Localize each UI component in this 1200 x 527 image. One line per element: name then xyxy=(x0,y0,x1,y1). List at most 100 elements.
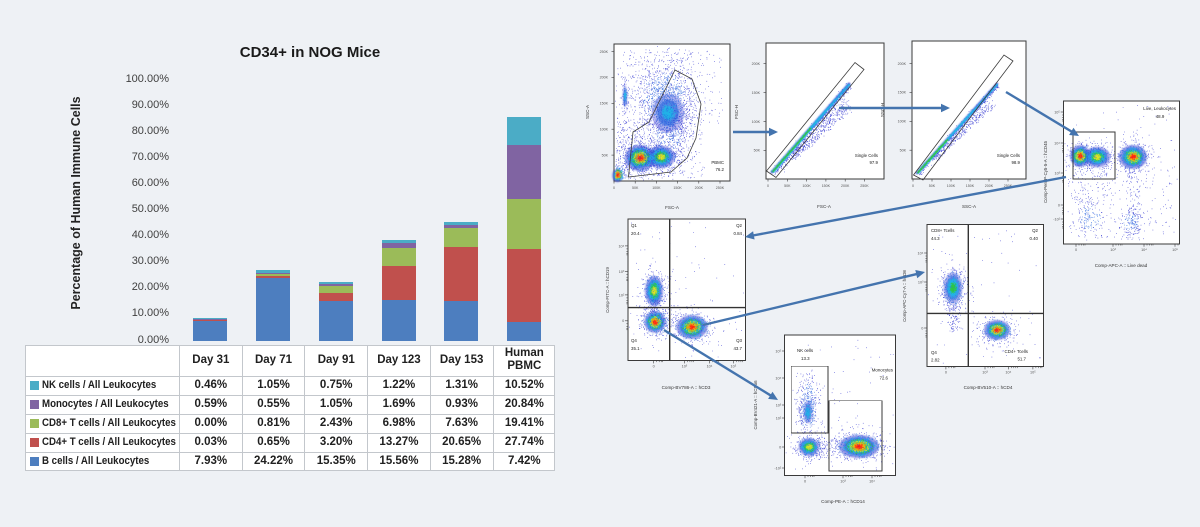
svg-text:0: 0 xyxy=(921,326,923,330)
svg-text:0: 0 xyxy=(779,445,781,449)
svg-text:150K: 150K xyxy=(600,102,609,106)
svg-text:150K: 150K xyxy=(822,184,831,188)
svg-text:10⁴: 10⁴ xyxy=(1141,248,1147,252)
svg-text:150K: 150K xyxy=(752,91,761,95)
svg-text:98.9: 98.9 xyxy=(1011,160,1020,165)
svg-text:100K: 100K xyxy=(898,120,907,124)
svg-text:10⁵: 10⁵ xyxy=(775,349,781,353)
svg-text:FSC-A: FSC-A xyxy=(665,205,680,210)
svg-text:-10²: -10² xyxy=(1053,217,1060,221)
svg-text:200K: 200K xyxy=(985,184,994,188)
svg-text:Comp-APC-A :: Live dead: Comp-APC-A :: Live dead xyxy=(1095,263,1148,268)
svg-text:0: 0 xyxy=(945,371,947,375)
svg-text:100K: 100K xyxy=(752,120,761,124)
svg-text:50K: 50K xyxy=(632,186,639,190)
svg-text:SSC-H: SSC-H xyxy=(880,103,885,117)
svg-text:Single Cells: Single Cells xyxy=(855,153,879,158)
svg-text:200K: 200K xyxy=(600,76,609,80)
svg-text:250K: 250K xyxy=(600,50,609,54)
svg-text:10²: 10² xyxy=(619,293,625,297)
svg-text:CD4+ Tcells: CD4+ Tcells xyxy=(1005,349,1029,354)
svg-text:200K: 200K xyxy=(695,186,704,190)
svg-text:FSC-H: FSC-H xyxy=(734,105,739,119)
svg-text:10⁵: 10⁵ xyxy=(1030,371,1036,375)
svg-text:76.2: 76.2 xyxy=(715,167,724,172)
svg-text:Comp-BV786-A :: hCD3: Comp-BV786-A :: hCD3 xyxy=(662,385,711,390)
svg-text:10⁴: 10⁴ xyxy=(1005,371,1011,375)
svg-text:10³: 10³ xyxy=(776,403,782,407)
svg-text:50K: 50K xyxy=(602,153,609,157)
svg-text:10³: 10³ xyxy=(918,280,924,284)
svg-text:100K: 100K xyxy=(802,184,811,188)
svg-text:50K: 50K xyxy=(929,184,936,188)
svg-text:250K: 250K xyxy=(716,186,725,190)
svg-text:FSC-A: FSC-A xyxy=(817,204,832,209)
svg-text:150K: 150K xyxy=(966,184,975,188)
svg-text:NK cells: NK cells xyxy=(797,348,814,353)
svg-text:150K: 150K xyxy=(673,186,682,190)
svg-text:10³: 10³ xyxy=(840,480,846,484)
svg-text:Q1: Q1 xyxy=(631,223,637,228)
svg-text:PBMC: PBMC xyxy=(711,160,724,165)
svg-text:2.82: 2.82 xyxy=(931,358,940,363)
svg-text:10⁴: 10⁴ xyxy=(775,376,781,380)
svg-text:Comp-BV510-A :: hCD4: Comp-BV510-A :: hCD4 xyxy=(964,385,1013,390)
svg-text:Comp-PE-A :: hCD14: Comp-PE-A :: hCD14 xyxy=(821,499,865,504)
svg-text:CD8+ Tcells: CD8+ Tcells xyxy=(931,228,955,233)
svg-text:0: 0 xyxy=(613,186,615,190)
svg-text:10⁵: 10⁵ xyxy=(1054,110,1060,114)
svg-text:100K: 100K xyxy=(947,184,956,188)
svg-text:20.4: 20.4 xyxy=(631,231,640,236)
svg-text:Q2: Q2 xyxy=(1032,228,1038,233)
svg-text:SSC-A: SSC-A xyxy=(585,104,590,119)
svg-text:SSC-A: SSC-A xyxy=(962,204,977,209)
svg-text:0: 0 xyxy=(653,365,655,369)
svg-text:0: 0 xyxy=(912,184,914,188)
svg-text:48.9: 48.9 xyxy=(1156,114,1165,119)
svg-text:10⁴: 10⁴ xyxy=(618,244,624,248)
svg-text:10³: 10³ xyxy=(682,365,688,369)
svg-text:72.6: 72.6 xyxy=(879,376,888,381)
svg-text:50K: 50K xyxy=(900,149,907,153)
svg-text:Q4: Q4 xyxy=(631,338,637,343)
svg-text:10³: 10³ xyxy=(982,371,988,375)
svg-text:0.84: 0.84 xyxy=(733,231,742,236)
svg-text:51.7: 51.7 xyxy=(1017,357,1026,362)
svg-text:Single Cells: Single Cells xyxy=(997,153,1021,158)
svg-text:10⁴: 10⁴ xyxy=(707,365,713,369)
svg-text:10⁴: 10⁴ xyxy=(1054,141,1060,145)
svg-text:44.3: 44.3 xyxy=(931,236,940,241)
svg-text:Comp-BV421-A :: hCD56: Comp-BV421-A :: hCD56 xyxy=(753,380,758,430)
svg-text:0.40: 0.40 xyxy=(1029,236,1038,241)
svg-text:200K: 200K xyxy=(898,62,907,66)
svg-text:250K: 250K xyxy=(860,184,869,188)
svg-text:13.3: 13.3 xyxy=(801,356,810,361)
svg-text:Comp-FITC-A :: hCD19: Comp-FITC-A :: hCD19 xyxy=(605,267,610,313)
svg-text:10²: 10² xyxy=(776,416,782,420)
svg-text:Q4: Q4 xyxy=(931,350,937,355)
svg-text:10³: 10³ xyxy=(619,270,625,274)
svg-text:10³: 10³ xyxy=(1110,248,1116,252)
svg-text:Q2: Q2 xyxy=(736,223,742,228)
svg-text:Monocytes: Monocytes xyxy=(872,368,894,373)
svg-text:0: 0 xyxy=(1058,203,1060,207)
svg-text:0: 0 xyxy=(622,319,624,323)
svg-text:0: 0 xyxy=(804,480,806,484)
svg-text:Live, Leukocytes: Live, Leukocytes xyxy=(1143,106,1177,111)
svg-text:200K: 200K xyxy=(841,184,850,188)
svg-text:100K: 100K xyxy=(652,186,661,190)
svg-text:Comp-PerCP-Cy5-5-A :: hCD45: Comp-PerCP-Cy5-5-A :: hCD45 xyxy=(1043,140,1048,203)
svg-text:10⁴: 10⁴ xyxy=(918,251,924,255)
svg-text:Comp-APC-Cy7-A :: hCD8: Comp-APC-Cy7-A :: hCD8 xyxy=(902,270,907,322)
svg-text:10⁵: 10⁵ xyxy=(1172,248,1178,252)
svg-text:50K: 50K xyxy=(784,184,791,188)
svg-text:0: 0 xyxy=(1075,248,1077,252)
svg-text:-10²: -10² xyxy=(774,466,781,470)
svg-text:250K: 250K xyxy=(1004,184,1013,188)
svg-text:97.9: 97.9 xyxy=(869,160,878,165)
svg-text:50K: 50K xyxy=(754,149,761,153)
svg-text:100K: 100K xyxy=(600,128,609,132)
svg-text:0: 0 xyxy=(767,184,769,188)
svg-text:10⁴: 10⁴ xyxy=(869,480,875,484)
svg-text:10³: 10³ xyxy=(1055,171,1061,175)
